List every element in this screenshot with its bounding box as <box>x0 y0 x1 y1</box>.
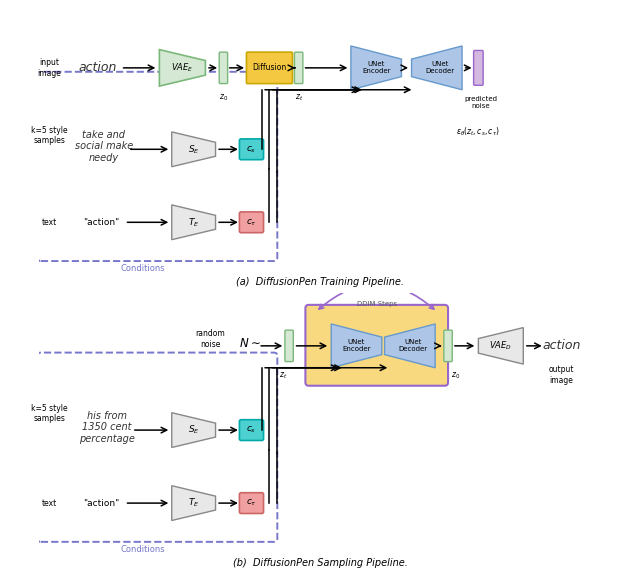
Text: k=5 style
samples: k=5 style samples <box>31 126 68 145</box>
FancyBboxPatch shape <box>444 330 452 362</box>
Text: "action": "action" <box>83 218 119 227</box>
Text: $z_0$: $z_0$ <box>219 92 228 102</box>
Text: action: action <box>79 61 117 74</box>
FancyBboxPatch shape <box>239 419 264 441</box>
Polygon shape <box>172 205 216 240</box>
Text: UNet
Encoder: UNet Encoder <box>362 61 390 74</box>
Text: output
image: output image <box>548 366 574 385</box>
Text: $c_\tau$: $c_\tau$ <box>246 217 257 228</box>
Text: UNet
Decoder: UNet Decoder <box>398 339 428 352</box>
FancyBboxPatch shape <box>219 52 228 84</box>
Text: (a)  DiffusionPen Training Pipeline.: (a) DiffusionPen Training Pipeline. <box>236 277 404 287</box>
Polygon shape <box>412 46 462 90</box>
Text: $S_E$: $S_E$ <box>188 424 200 436</box>
Text: k=5 style
samples: k=5 style samples <box>31 404 68 423</box>
Text: $z_t$: $z_t$ <box>279 370 287 380</box>
Text: $VAE_D$: $VAE_D$ <box>490 340 513 352</box>
Text: random
noise: random noise <box>196 329 225 349</box>
Polygon shape <box>159 50 205 86</box>
Polygon shape <box>172 412 216 448</box>
Polygon shape <box>385 324 435 368</box>
FancyBboxPatch shape <box>239 493 264 514</box>
Text: $z_0$: $z_0$ <box>451 370 460 380</box>
Text: text: text <box>42 218 57 227</box>
Text: take and
social make
needy: take and social make needy <box>75 130 133 163</box>
Text: Conditions: Conditions <box>121 545 165 554</box>
Text: his from
1350 cent
percentage: his from 1350 cent percentage <box>79 411 134 444</box>
Polygon shape <box>172 486 216 521</box>
FancyBboxPatch shape <box>305 305 448 386</box>
FancyBboxPatch shape <box>474 50 483 85</box>
Text: $\epsilon_\theta(z_t, c_s, c_\tau)$: $\epsilon_\theta(z_t, c_s, c_\tau)$ <box>456 125 500 137</box>
Text: $c_s$: $c_s$ <box>246 144 257 154</box>
Text: UNet
Decoder: UNet Decoder <box>425 61 454 74</box>
Text: $T_E$: $T_E$ <box>188 216 200 229</box>
FancyBboxPatch shape <box>239 139 264 160</box>
Text: $z_t$: $z_t$ <box>294 92 303 102</box>
Text: "action": "action" <box>83 498 119 508</box>
Polygon shape <box>332 324 382 368</box>
Text: text: text <box>42 498 57 508</box>
FancyBboxPatch shape <box>285 330 293 362</box>
Text: DDIM Steps: DDIM Steps <box>356 301 397 307</box>
Text: $VAE_E$: $VAE_E$ <box>171 61 194 74</box>
Polygon shape <box>172 132 216 167</box>
Text: input
image: input image <box>37 58 61 78</box>
FancyBboxPatch shape <box>239 212 264 233</box>
Text: $c_s$: $c_s$ <box>246 425 257 435</box>
Polygon shape <box>351 46 401 90</box>
Text: (b)  DiffusionPen Sampling Pipeline.: (b) DiffusionPen Sampling Pipeline. <box>232 558 408 568</box>
Text: $T_E$: $T_E$ <box>188 497 200 510</box>
Text: Diffusion: Diffusion <box>252 63 287 73</box>
Text: $S_E$: $S_E$ <box>188 143 200 156</box>
Text: Conditions: Conditions <box>121 264 165 273</box>
Polygon shape <box>478 328 524 364</box>
Text: UNet
Encoder: UNet Encoder <box>342 339 371 352</box>
Text: predicted
noise: predicted noise <box>465 96 498 109</box>
Text: $N\sim$: $N\sim$ <box>239 336 260 350</box>
Text: $c_\tau$: $c_\tau$ <box>246 498 257 508</box>
FancyBboxPatch shape <box>294 52 303 84</box>
FancyArrowPatch shape <box>319 284 434 309</box>
Text: action: action <box>542 339 580 352</box>
FancyBboxPatch shape <box>246 52 292 84</box>
